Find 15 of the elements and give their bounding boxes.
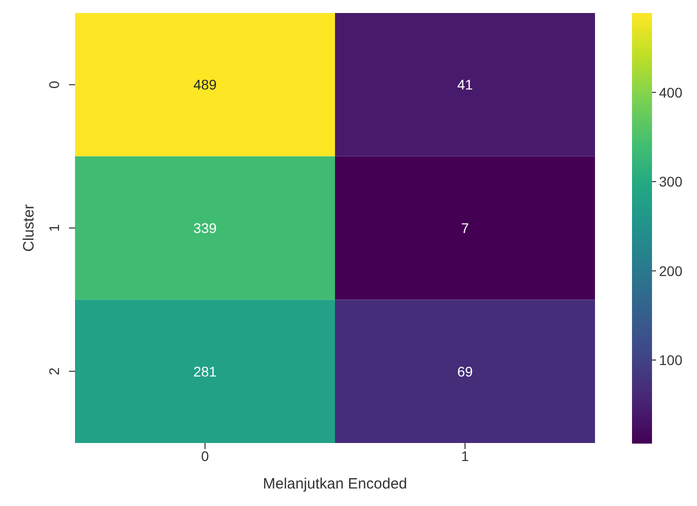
color-bar-label: 200 [659, 262, 683, 279]
y-tick-label: 1 [46, 224, 62, 232]
data-label: 69 [457, 363, 473, 380]
data-label: 281 [193, 363, 217, 380]
color-bar-label: 100 [659, 352, 683, 368]
color-bar-label: 400 [659, 84, 683, 100]
y-axis-title: Cluster [20, 204, 38, 252]
data-label: 41 [457, 76, 473, 93]
y-tick-label: 0 [46, 80, 62, 89]
y-tick-label: 2 [46, 367, 62, 376]
x-axis-title: Melanjutkan Encoded [262, 476, 408, 493]
data-label: 489 [193, 76, 217, 93]
data-label: 7 [461, 220, 470, 236]
data-label: 339 [193, 220, 217, 236]
color-bar-label: 300 [659, 174, 683, 190]
